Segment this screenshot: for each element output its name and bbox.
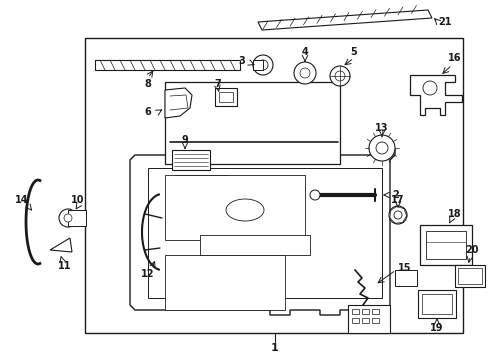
Ellipse shape <box>225 199 264 221</box>
Text: 6: 6 <box>144 107 151 117</box>
Bar <box>85 38 462 333</box>
Polygon shape <box>130 148 394 315</box>
Text: 11: 11 <box>58 261 72 271</box>
Bar <box>454 265 484 287</box>
Text: 2: 2 <box>392 190 399 200</box>
Circle shape <box>422 81 436 95</box>
Circle shape <box>329 66 349 86</box>
Text: 16: 16 <box>447 53 461 63</box>
Bar <box>425 231 465 259</box>
Text: 9: 9 <box>181 135 188 145</box>
Bar <box>417 290 455 318</box>
Circle shape <box>252 55 272 75</box>
Text: 13: 13 <box>374 123 388 133</box>
Text: 21: 21 <box>437 17 451 27</box>
Text: 14: 14 <box>15 195 29 205</box>
Text: 19: 19 <box>429 323 443 333</box>
Bar <box>361 309 368 314</box>
Text: 10: 10 <box>71 195 84 205</box>
Text: 4: 4 <box>301 47 308 57</box>
Text: 17: 17 <box>390 195 404 205</box>
Circle shape <box>388 206 406 224</box>
Circle shape <box>393 211 401 219</box>
Bar <box>172 150 209 170</box>
Circle shape <box>334 71 345 81</box>
Bar <box>371 309 378 314</box>
Bar <box>394 270 416 286</box>
Text: 20: 20 <box>464 245 478 255</box>
Bar <box>215 88 237 106</box>
Polygon shape <box>50 238 72 252</box>
Polygon shape <box>409 75 461 115</box>
Bar <box>164 255 285 310</box>
Bar <box>164 175 305 240</box>
Bar <box>371 318 378 323</box>
Circle shape <box>258 60 267 70</box>
Circle shape <box>64 214 72 222</box>
Text: 1: 1 <box>270 343 278 353</box>
Circle shape <box>375 142 387 154</box>
Text: 5: 5 <box>350 47 357 57</box>
Bar <box>421 294 451 314</box>
Circle shape <box>309 190 319 200</box>
Circle shape <box>299 68 309 78</box>
Bar <box>252 60 263 70</box>
Bar <box>175 175 226 195</box>
Circle shape <box>293 62 315 84</box>
Circle shape <box>59 209 77 227</box>
Bar <box>419 225 471 265</box>
Polygon shape <box>200 235 309 255</box>
Bar <box>347 305 389 333</box>
Polygon shape <box>258 10 431 30</box>
Text: 8: 8 <box>144 79 151 89</box>
Bar <box>68 210 86 226</box>
Text: 18: 18 <box>447 209 461 219</box>
Bar <box>219 92 232 102</box>
Bar <box>457 268 481 284</box>
Bar <box>351 309 358 314</box>
Text: 15: 15 <box>397 263 411 273</box>
Circle shape <box>368 135 394 161</box>
Text: 7: 7 <box>214 79 221 89</box>
Text: 3: 3 <box>238 56 245 66</box>
Polygon shape <box>95 60 240 70</box>
Polygon shape <box>164 88 192 118</box>
Text: 12: 12 <box>141 269 154 279</box>
Bar <box>361 318 368 323</box>
Bar <box>351 318 358 323</box>
Bar <box>164 82 339 164</box>
